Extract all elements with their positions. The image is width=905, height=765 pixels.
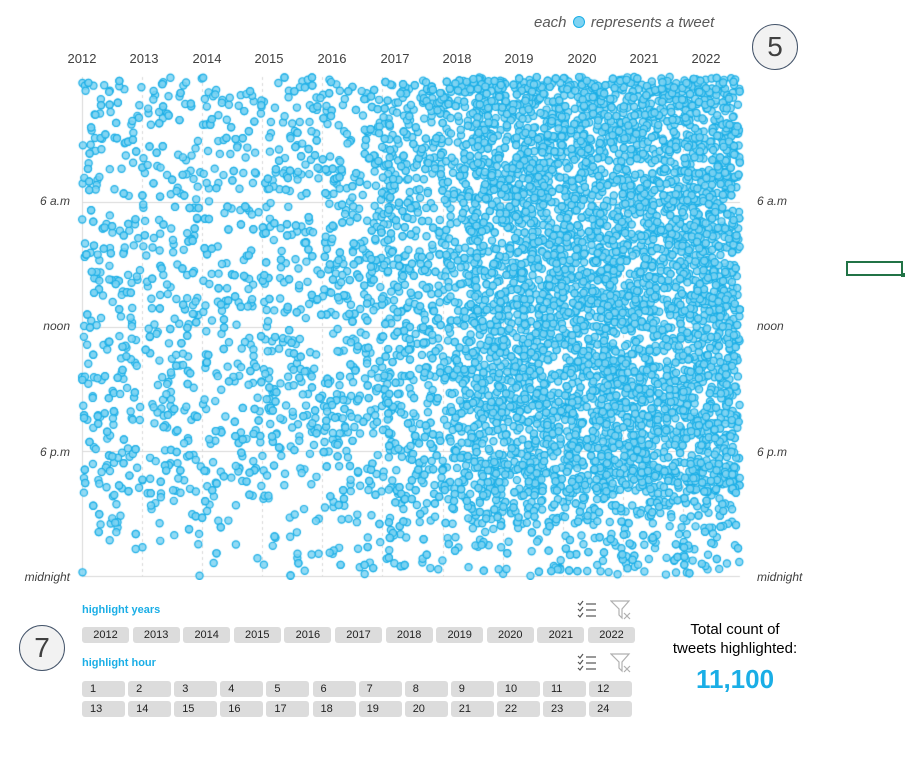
tweet-dot-icon bbox=[572, 16, 585, 28]
year-label: 2018 bbox=[442, 51, 472, 66]
clear-filter-icon[interactable] bbox=[609, 653, 632, 673]
hour-button-16[interactable]: 16 bbox=[220, 701, 264, 717]
year-button-2012[interactable]: 2012 bbox=[82, 627, 129, 643]
hour-button-7[interactable]: 7 bbox=[358, 681, 402, 697]
year-label: 2016 bbox=[317, 51, 347, 66]
year-label: 2022 bbox=[691, 51, 721, 66]
hour-button-5[interactable]: 5 bbox=[266, 681, 310, 697]
hour-button-20[interactable]: 20 bbox=[404, 701, 448, 717]
year-button-2018[interactable]: 2018 bbox=[385, 627, 433, 643]
hour-button-15[interactable]: 15 bbox=[174, 701, 218, 717]
hour-button-2[interactable]: 2 bbox=[128, 681, 172, 697]
year-button-2013[interactable]: 2013 bbox=[132, 627, 180, 643]
year-button-2015[interactable]: 2015 bbox=[233, 627, 281, 643]
hour-button-14[interactable]: 14 bbox=[128, 701, 172, 717]
hour-button-11[interactable]: 11 bbox=[543, 681, 586, 697]
hour-button-18[interactable]: 18 bbox=[312, 701, 356, 717]
hour-button-12[interactable]: 12 bbox=[589, 681, 633, 697]
year-button-2022[interactable]: 2022 bbox=[588, 627, 635, 643]
y-label-left-6pm: 6 p.m bbox=[39, 445, 70, 459]
hour-button-3[interactable]: 3 bbox=[174, 681, 218, 697]
highlight-years-title: highlight years bbox=[82, 604, 161, 616]
year-label: 2014 bbox=[192, 51, 222, 66]
hour-button-17[interactable]: 17 bbox=[266, 701, 310, 717]
step-badge-7: 7 bbox=[19, 625, 65, 671]
y-label-right-6am: 6 a.m bbox=[757, 194, 788, 208]
hour-button-22[interactable]: 22 bbox=[496, 701, 540, 717]
year-button-2021[interactable]: 2021 bbox=[537, 627, 585, 643]
year-button-2016[interactable]: 2016 bbox=[284, 627, 332, 643]
multi-select-icon[interactable] bbox=[576, 653, 598, 673]
hour-button-19[interactable]: 19 bbox=[358, 701, 402, 717]
hour-button-23[interactable]: 23 bbox=[543, 701, 586, 717]
legend-note: each represents a tweet bbox=[534, 14, 714, 31]
highlight-hour-title: highlight hour bbox=[82, 657, 156, 669]
year-button-2020[interactable]: 2020 bbox=[486, 627, 534, 643]
year-button-2019[interactable]: 2019 bbox=[436, 627, 484, 643]
year-label: 2013 bbox=[129, 51, 159, 66]
year-label: 2019 bbox=[504, 51, 534, 66]
legend-prefix: each bbox=[534, 14, 567, 31]
year-label: 2015 bbox=[254, 51, 284, 66]
spreadsheet-active-cell[interactable] bbox=[846, 261, 903, 276]
y-label-left-noon: noon bbox=[43, 319, 70, 333]
y-label-left-6am: 6 a.m bbox=[39, 194, 70, 208]
year-button-2017[interactable]: 2017 bbox=[335, 627, 382, 643]
year-label: 2021 bbox=[629, 51, 659, 66]
year-label: 2017 bbox=[380, 51, 410, 66]
total-label-line1: Total count of bbox=[690, 621, 780, 638]
y-label-right-6pm: 6 p.m bbox=[757, 445, 788, 459]
tweet-scatter-plot bbox=[75, 72, 747, 580]
year-button-2014[interactable]: 2014 bbox=[183, 627, 231, 643]
legend-suffix: represents a tweet bbox=[590, 14, 715, 31]
year-label: 2012 bbox=[67, 51, 97, 66]
fill-handle[interactable] bbox=[901, 273, 905, 277]
y-label-right-midnight: midnight bbox=[757, 570, 803, 584]
total-count-panel: Total count of tweets highlighted: 11,10… bbox=[655, 620, 815, 695]
hour-button-24[interactable]: 24 bbox=[589, 701, 633, 717]
clear-filter-icon[interactable] bbox=[609, 600, 632, 620]
y-label-right-noon: noon bbox=[757, 319, 784, 333]
step-badge-5: 5 bbox=[752, 24, 798, 70]
hour-button-4[interactable]: 4 bbox=[220, 681, 264, 697]
total-count-value: 11,100 bbox=[695, 664, 775, 694]
hour-button-9[interactable]: 9 bbox=[450, 681, 494, 697]
hour-button-21[interactable]: 21 bbox=[450, 701, 494, 717]
total-label-line2: tweets highlighted: bbox=[672, 640, 798, 657]
hour-button-10[interactable]: 10 bbox=[496, 681, 540, 697]
year-label: 2020 bbox=[567, 51, 597, 66]
hour-button-1[interactable]: 1 bbox=[82, 681, 125, 697]
hour-button-6[interactable]: 6 bbox=[312, 681, 356, 697]
hour-button-8[interactable]: 8 bbox=[404, 681, 448, 697]
multi-select-icon[interactable] bbox=[576, 600, 598, 620]
hour-button-13[interactable]: 13 bbox=[82, 701, 125, 717]
y-label-left-midnight: midnight bbox=[24, 570, 70, 584]
